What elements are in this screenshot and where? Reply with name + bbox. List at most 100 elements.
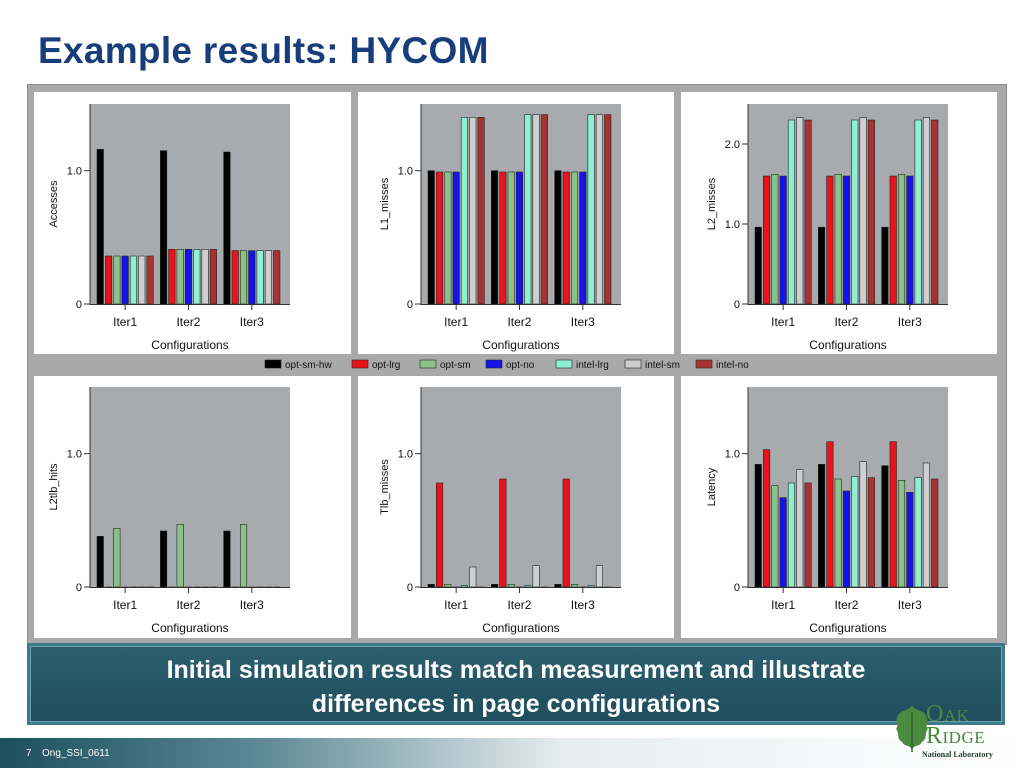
x-tick-label: Iter1 xyxy=(113,315,137,329)
y-tick-label: 0 xyxy=(734,582,740,594)
legend-label: intel-lrg xyxy=(576,360,609,371)
bar-opt-no-iter3 xyxy=(579,171,587,305)
bar-intel-lrg-iter2 xyxy=(524,114,532,305)
bar-opt-lrg-iter1 xyxy=(105,255,113,305)
x-tick-label: Iter1 xyxy=(771,315,795,329)
bar-opt-no-iter1 xyxy=(452,171,460,305)
footer-text: Ong_SSI_0611 xyxy=(42,748,110,759)
bar-opt-lrg-iter2 xyxy=(168,249,176,305)
bar-intel-sm-iter2 xyxy=(201,249,209,305)
x-tick-label: Iter1 xyxy=(771,598,795,612)
x-tick-label: Iter3 xyxy=(898,315,922,329)
bar-opt-sm-hw-iter2 xyxy=(818,464,826,588)
x-tick-label: Iter3 xyxy=(571,315,595,329)
bar-intel-sm-iter3 xyxy=(595,565,603,588)
bar-opt-sm-iter1 xyxy=(444,171,452,305)
x-tick-label: Iter2 xyxy=(176,315,200,329)
bar-intel-no-iter2 xyxy=(867,119,875,305)
y-axis-label: Latency xyxy=(706,467,718,506)
callout-line-1: Initial simulation results match measure… xyxy=(166,656,866,684)
slide-title: Example results: HYCOM xyxy=(38,30,489,71)
bar-opt-sm-iter1 xyxy=(771,485,779,588)
bar-intel-lrg-iter3 xyxy=(587,585,595,588)
bar-intel-sm-iter1 xyxy=(796,117,804,305)
bar-opt-sm-iter2 xyxy=(176,249,184,305)
plot-area-5 xyxy=(421,387,621,587)
bar-intel-no-iter1 xyxy=(804,119,812,305)
bar-intel-lrg-iter3 xyxy=(914,477,922,588)
logo-text-lab: National Laboratory xyxy=(922,750,993,759)
bar-opt-lrg-iter2 xyxy=(826,175,834,305)
bar-intel-no-iter3 xyxy=(604,114,612,305)
bar-opt-sm-iter2 xyxy=(507,171,515,305)
x-axis-label: Configurations xyxy=(482,338,559,352)
bar-opt-sm-iter2 xyxy=(834,174,842,305)
bar-intel-no-iter3 xyxy=(931,119,939,305)
bar-intel-no-iter3 xyxy=(273,250,281,305)
x-tick-label: Iter2 xyxy=(834,598,858,612)
bar-intel-lrg-iter2 xyxy=(524,585,532,588)
bar-intel-no-iter1 xyxy=(477,117,485,305)
bar-intel-lrg-iter3 xyxy=(587,114,595,305)
bar-opt-no-iter2 xyxy=(184,249,193,305)
bar-intel-sm-iter3 xyxy=(595,114,603,305)
bar-opt-lrg-iter2 xyxy=(499,478,507,588)
bar-opt-lrg-iter3 xyxy=(562,171,570,305)
y-tick-label: 1.0 xyxy=(67,449,82,461)
bar-opt-sm-hw-iter1 xyxy=(754,226,762,305)
x-tick-label: Iter2 xyxy=(507,315,531,329)
bar-opt-sm-iter1 xyxy=(113,528,121,588)
oak-leaf-icon xyxy=(896,706,928,752)
bar-intel-sm-iter1 xyxy=(469,566,477,588)
y-axis-label: L1_misses xyxy=(379,177,391,230)
bar-intel-sm-iter2 xyxy=(532,114,540,305)
bar-opt-sm-hw-iter3 xyxy=(881,226,889,305)
bar-opt-sm-hw-iter3 xyxy=(223,530,231,588)
y-tick-label: 0 xyxy=(734,299,740,311)
bar-intel-lrg-iter2 xyxy=(851,119,859,305)
bar-opt-sm-hw-iter3 xyxy=(554,170,562,305)
x-axis-label: Configurations xyxy=(809,338,886,352)
bar-opt-no-iter2 xyxy=(515,171,524,305)
plot-area-4 xyxy=(90,387,290,587)
bar-opt-sm-iter3 xyxy=(239,250,248,305)
legend-strip xyxy=(34,354,997,376)
bar-opt-sm-hw-iter2 xyxy=(160,530,168,588)
y-tick-label: 1.0 xyxy=(67,166,82,178)
bar-opt-sm-hw-iter2 xyxy=(491,170,499,305)
y-axis-label: Tlb_misses xyxy=(379,459,391,515)
bar-opt-sm-iter2 xyxy=(507,584,515,588)
bar-intel-sm-iter1 xyxy=(469,117,477,305)
x-axis-label: Configurations xyxy=(809,621,886,635)
legend-label: opt-sm xyxy=(440,360,471,371)
y-tick-label: 2.0 xyxy=(725,139,740,151)
legend-label: opt-lrg xyxy=(372,360,400,371)
bar-intel-lrg-iter1 xyxy=(460,585,469,588)
y-tick-label: 0 xyxy=(76,299,82,311)
bar-opt-no-iter3 xyxy=(248,250,256,305)
bar-opt-sm-hw-iter2 xyxy=(491,584,499,588)
bar-intel-sm-iter3 xyxy=(922,117,930,305)
bar-intel-sm-iter2 xyxy=(859,117,867,305)
y-axis-label: L2_misses xyxy=(706,177,718,230)
bar-opt-no-iter1 xyxy=(779,175,787,305)
y-tick-label: 0 xyxy=(76,582,82,594)
bar-opt-sm-iter1 xyxy=(771,174,779,305)
legend-swatch-intel-no xyxy=(695,359,713,369)
x-axis-label: Configurations xyxy=(482,621,559,635)
callout-line-2: differences in page configurations xyxy=(311,690,721,718)
bar-opt-lrg-iter2 xyxy=(499,171,507,305)
logo-text-oak: Oak xyxy=(926,701,970,727)
bar-intel-lrg-iter3 xyxy=(256,250,264,305)
legend-label: intel-sm xyxy=(645,360,680,371)
bar-opt-sm-iter3 xyxy=(897,174,906,305)
legend-swatch-opt-no xyxy=(485,359,503,369)
bar-opt-lrg-iter1 xyxy=(762,175,771,305)
y-tick-label: 0 xyxy=(407,582,413,594)
bar-intel-lrg-iter2 xyxy=(193,249,201,305)
bar-intel-no-iter3 xyxy=(931,478,939,588)
bar-opt-sm-hw-iter3 xyxy=(881,465,889,588)
footer-bar xyxy=(0,738,1024,768)
logo-text-ridge: Ridge xyxy=(926,723,986,749)
